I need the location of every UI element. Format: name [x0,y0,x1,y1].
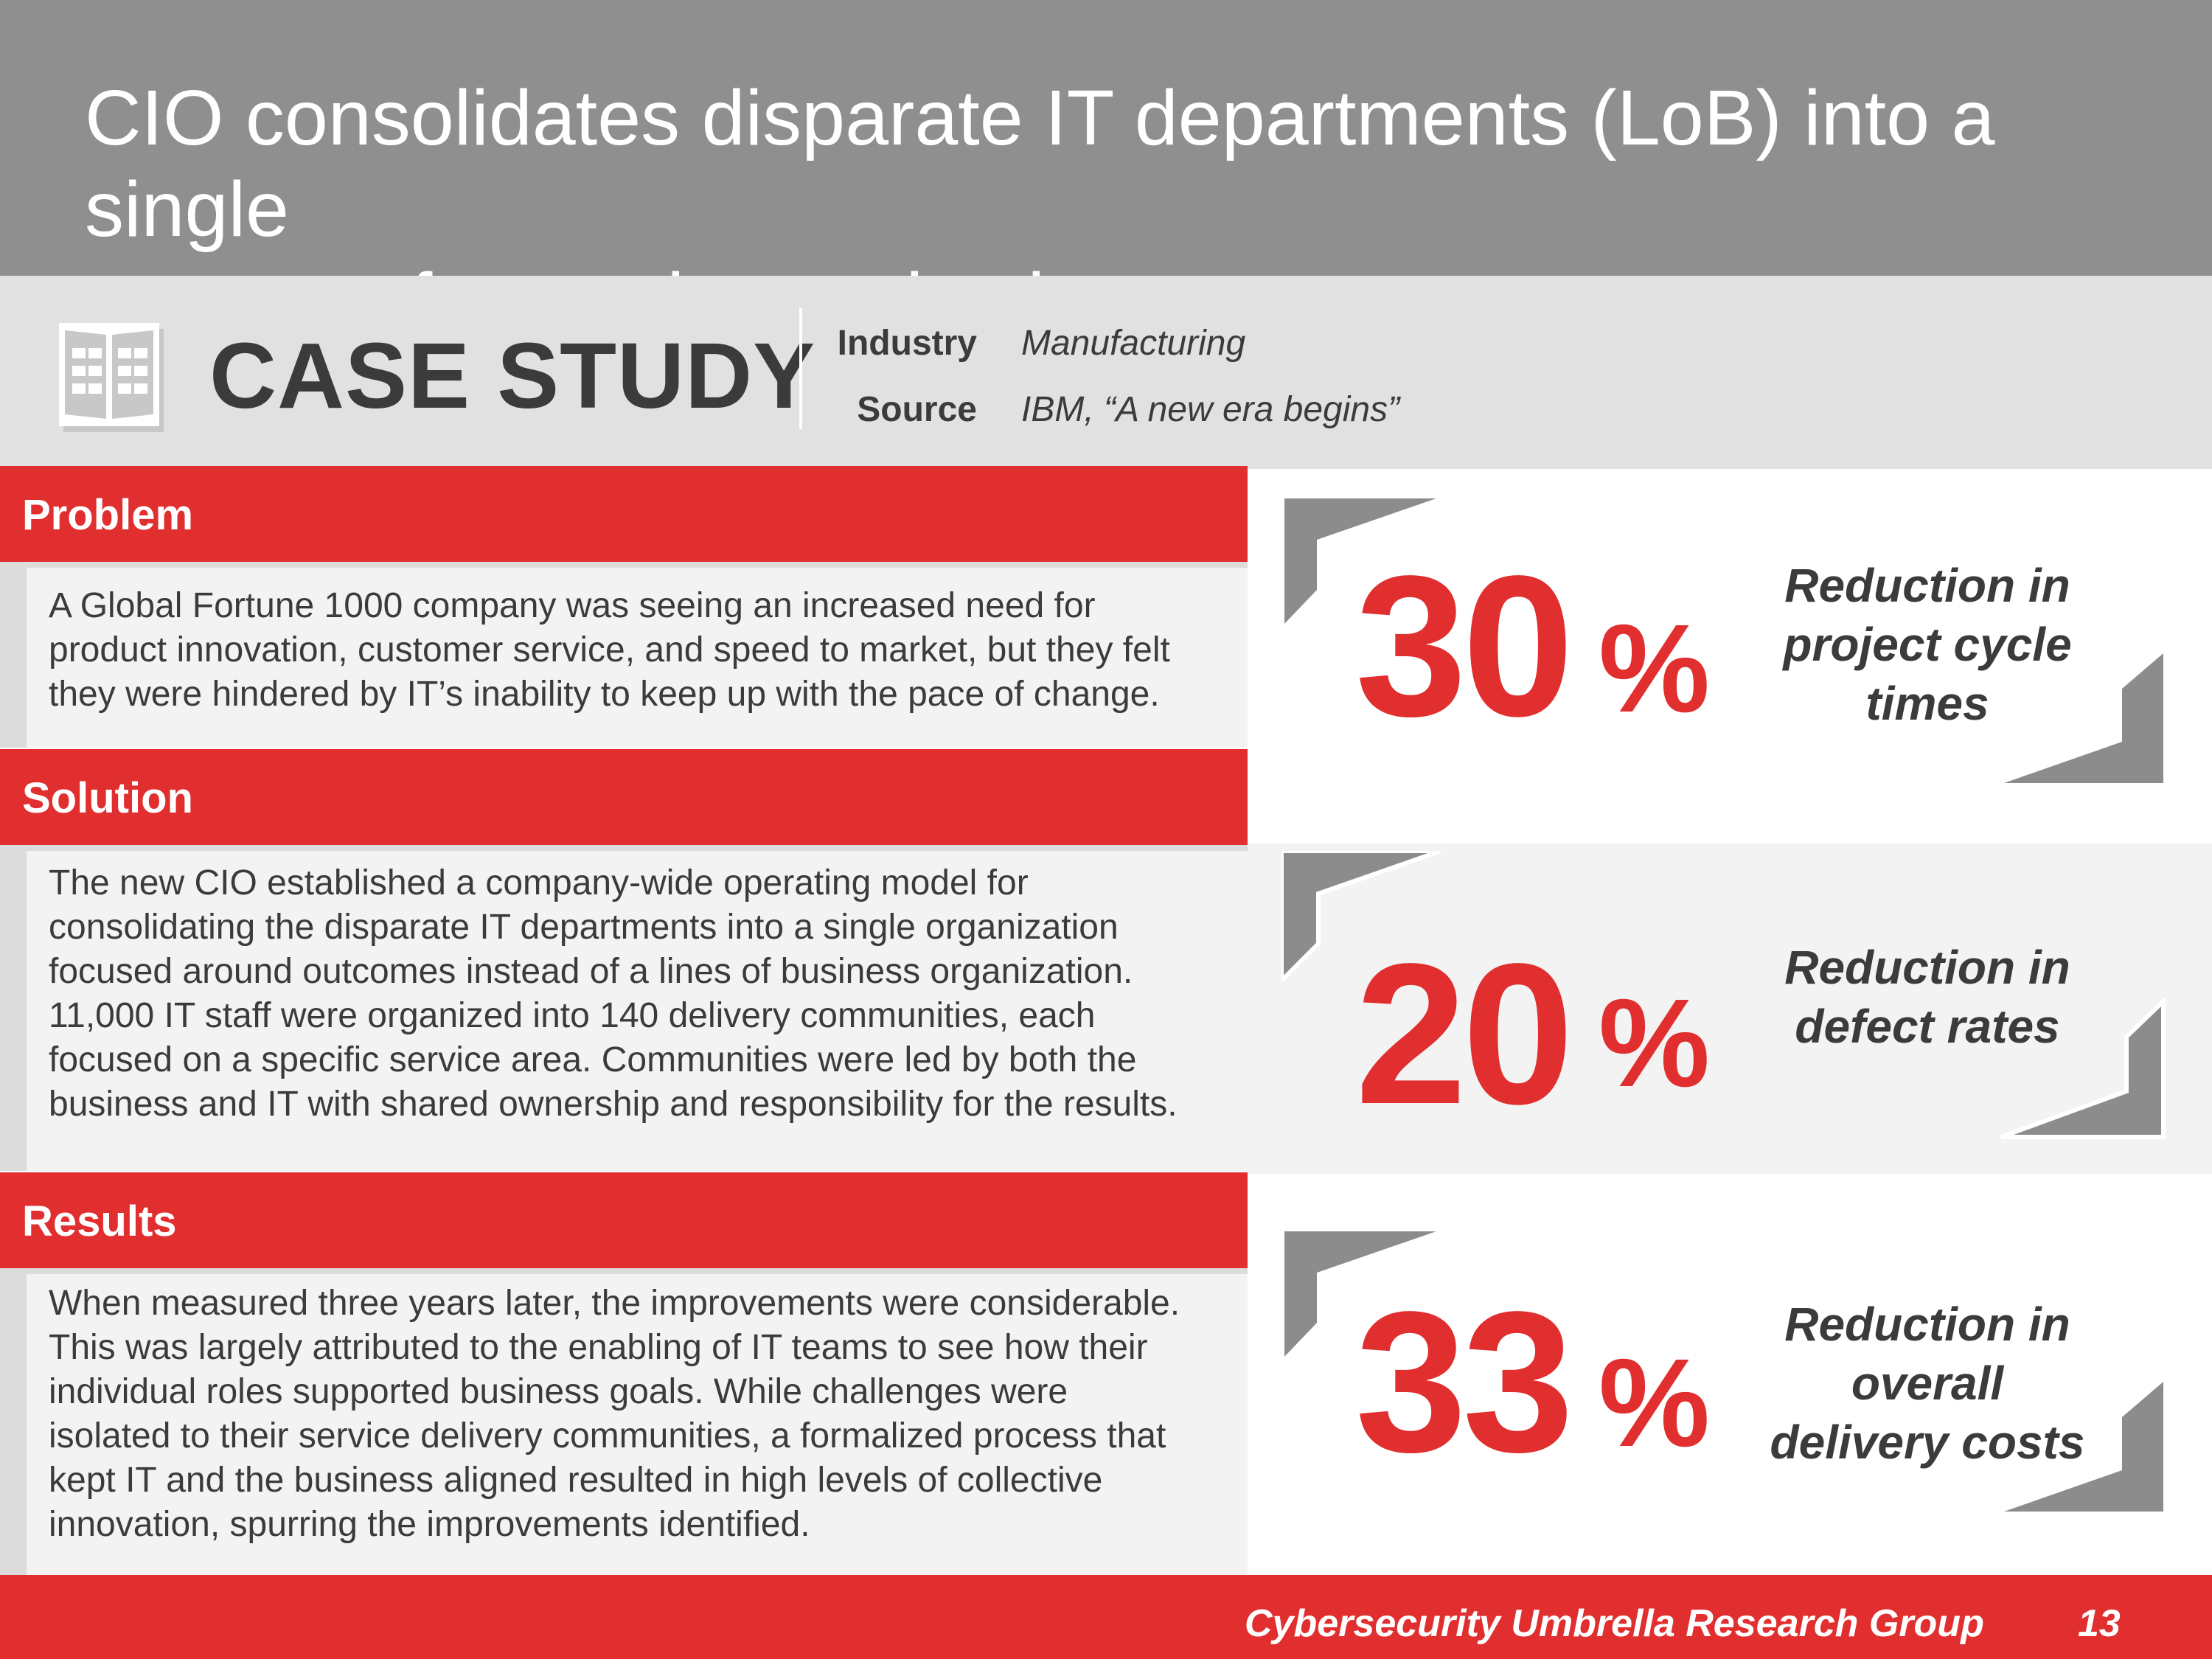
solution-line: consolidating the disparate IT departmen… [49,908,1119,947]
results-text: When measured three years later, the imp… [49,1281,1243,1547]
stat-percent: % [1599,599,1711,739]
case-study-divider [799,308,802,429]
solution-text: The new CIO established a company-wide o… [49,861,1243,1127]
stat-label-line: delivery costs [1770,1416,2085,1469]
problem-heading: Problem [22,491,194,539]
solution-line: The new CIO established a company-wide o… [49,863,1029,902]
solution-heading-bar: Solution [0,749,1248,845]
problem-body [0,562,1248,748]
corner-bottom-right-icon [2004,653,2163,783]
results-heading-bar: Results [0,1172,1248,1268]
stat-number: 33 [1355,1270,1574,1494]
footer-bar [0,1575,2212,1659]
industry-value: Manufacturing [1021,324,1246,363]
results-body [0,1268,1248,1575]
page-number: 13 [2078,1602,2121,1645]
results-line: innovation, spurring the improvements id… [49,1505,810,1544]
stat-label: Reduction in overall delivery costs [1758,1295,2097,1472]
industry-label: Industry [837,324,977,363]
solution-line: focused on a specific service area. Comm… [49,1040,1137,1079]
corner-bottom-right-icon [2004,1382,2163,1512]
title-bar [0,0,2212,276]
footer-org: Cybersecurity Umbrella Research Group [1245,1602,1984,1645]
results-line: individual roles supported business goal… [49,1372,1068,1411]
stat-number: 20 [1355,922,1574,1146]
stat-percent: % [1599,1333,1711,1473]
problem-text: A Global Fortune 1000 company was seeing… [49,584,1243,717]
stat-label-line: defect rates [1795,1000,2060,1053]
results-line: This was largely attributed to the enabl… [49,1328,1148,1367]
source-label: Source [857,390,977,429]
solution-body [0,845,1248,1171]
results-line: isolated to their service delivery commu… [49,1416,1166,1455]
solution-line: 11,000 IT staff were organized into 140 … [49,996,1096,1035]
problem-line: they were hindered by IT’s inability to … [49,675,1160,714]
results-line: When measured three years later, the imp… [49,1284,1180,1323]
case-study-title: CASE STUDY [209,324,816,428]
stat-percent: % [1599,973,1711,1113]
stat-label: Reduction in defect rates [1758,938,2097,1056]
solution-heading: Solution [22,774,193,822]
stat-label-line: times [1865,677,1989,730]
stat-label-line: overall [1851,1357,2004,1410]
problem-line: A Global Fortune 1000 company was seeing… [49,586,1096,625]
solution-line: focused around outcomes instead of a lin… [49,952,1133,991]
corner-top-left-icon [1281,851,1441,981]
book-icon [59,323,164,432]
stat-label-line: Reduction in [1784,559,2070,612]
source-value: IBM, “A new era begins” [1021,390,1400,429]
problem-heading-bar: Problem [0,466,1248,562]
results-line: kept IT and the business aligned resulte… [49,1461,1103,1500]
solution-line: business and IT with shared ownership an… [49,1085,1178,1124]
corner-top-left-icon [1284,1231,1436,1357]
problem-line: product innovation, customer service, an… [49,630,1170,669]
corner-top-left-icon [1284,498,1436,624]
results-heading: Results [22,1197,177,1245]
stat-label-line: project cycle [1783,618,2072,671]
corner-bottom-right-icon [2000,998,2166,1139]
stat-label-line: Reduction in [1784,1298,2070,1351]
stat-label-line: Reduction in [1784,941,2070,994]
stat-number: 30 [1355,534,1574,758]
case-study-band [0,276,2212,469]
slide-title-line-1: CIO consolidates disparate IT department… [85,74,1995,253]
stat-label: Reduction in project cycle times [1758,556,2097,733]
